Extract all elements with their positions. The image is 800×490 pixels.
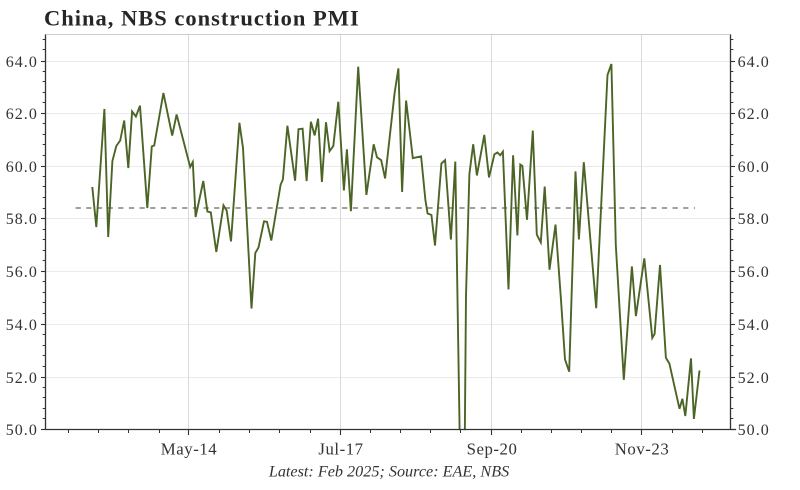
svg-text:52.0: 52.0 [738,370,770,387]
svg-text:Jul-17: Jul-17 [318,440,363,459]
svg-text:54.0: 54.0 [738,317,770,334]
svg-text:54.0: 54.0 [6,317,38,334]
svg-text:56.0: 56.0 [6,264,38,281]
svg-text:China, NBS construction PMI: China, NBS construction PMI [44,6,360,31]
svg-text:52.0: 52.0 [6,370,38,387]
svg-text:58.0: 58.0 [738,211,770,228]
svg-text:Sep-20: Sep-20 [467,440,518,459]
svg-text:64.0: 64.0 [738,54,770,71]
svg-text:Nov-23: Nov-23 [615,440,670,459]
svg-text:58.0: 58.0 [6,211,38,228]
svg-text:60.0: 60.0 [6,159,38,176]
svg-text:62.0: 62.0 [6,106,38,123]
svg-text:50.0: 50.0 [738,422,770,439]
svg-text:60.0: 60.0 [738,159,770,176]
svg-text:50.0: 50.0 [6,422,38,439]
svg-text:May-14: May-14 [161,440,217,459]
svg-text:Latest: Feb 2025; Source: EAE,: Latest: Feb 2025; Source: EAE, NBS [268,463,509,481]
svg-text:62.0: 62.0 [738,106,770,123]
svg-text:64.0: 64.0 [6,54,38,71]
svg-text:56.0: 56.0 [738,264,770,281]
